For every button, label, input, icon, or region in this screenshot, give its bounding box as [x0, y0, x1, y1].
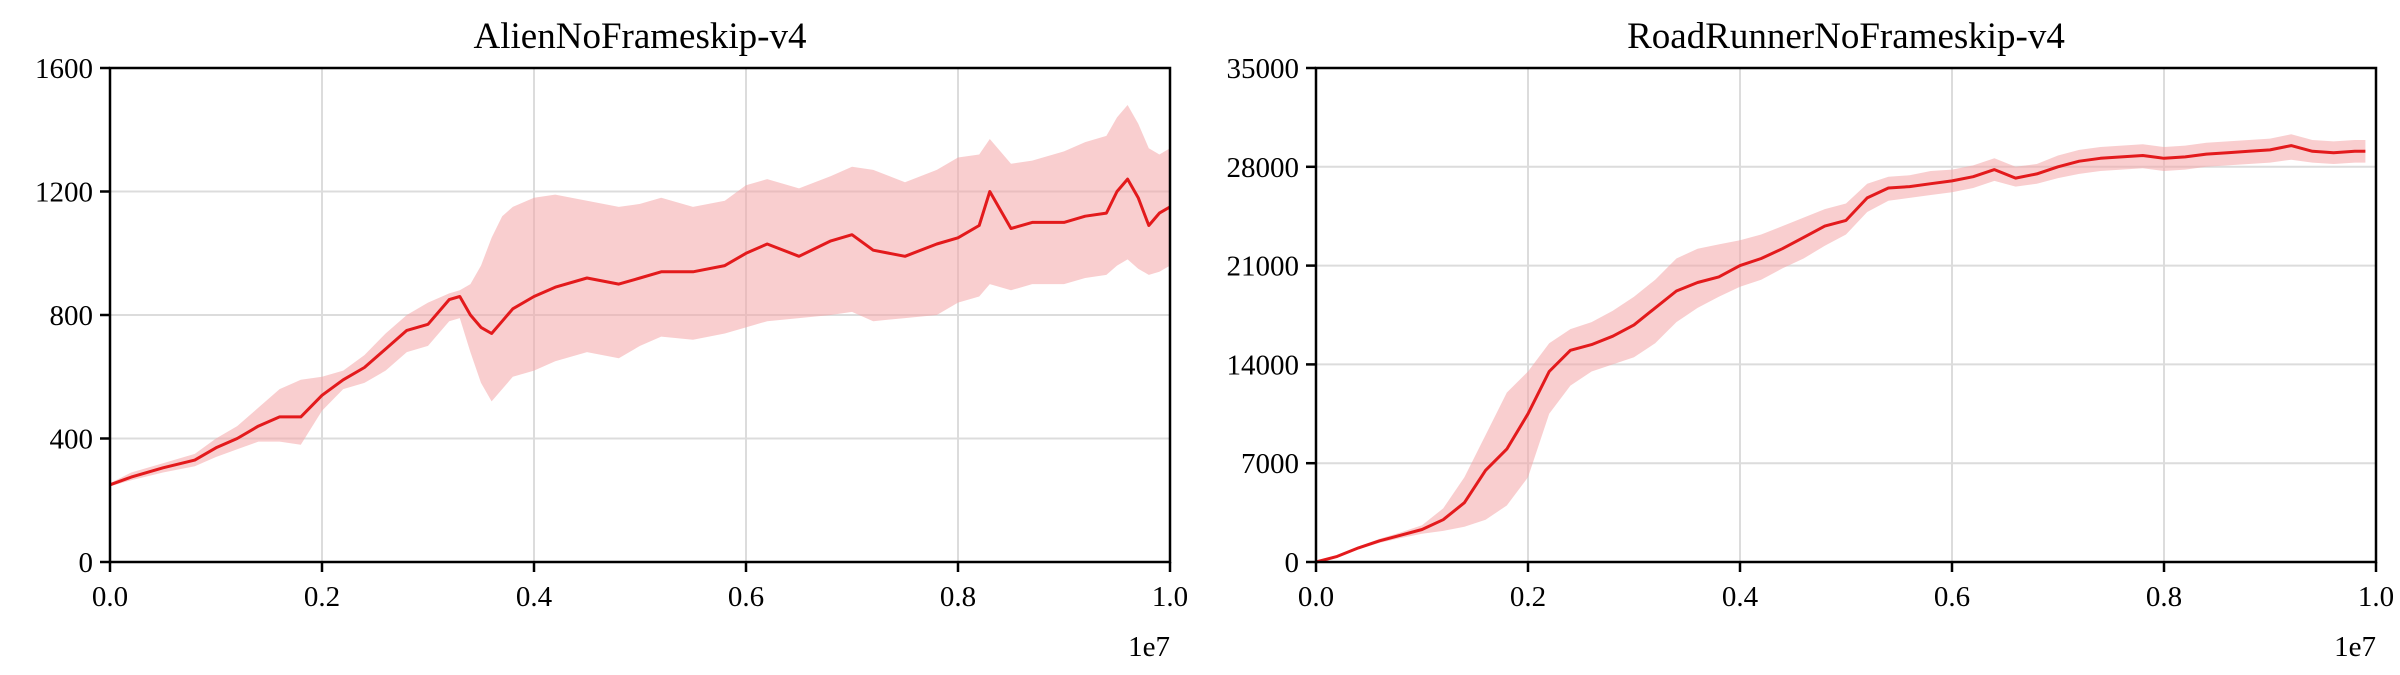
y-tick-label: 0	[79, 547, 94, 579]
x-tick-label: 0.0	[92, 581, 128, 613]
chart-title: AlienNoFrameskip-v4	[474, 16, 807, 57]
x-tick-label: 0.8	[2146, 581, 2182, 613]
y-tick-label: 800	[50, 300, 94, 332]
y-tick-label: 21000	[1227, 251, 1300, 283]
chart-alien: 0.0 0.2 0.4 0.6 0.8 1.0 0 400 800 1200 1600 1e7 Alie…	[35, 16, 1188, 663]
plot-frame	[1314, 66, 2378, 564]
y-tick-label: 14000	[1227, 349, 1300, 381]
mean-line	[109, 177, 1171, 487]
y-tick-label: 1600	[35, 53, 93, 85]
x-tick-label: 0.2	[1510, 581, 1546, 613]
chart-title: RoadRunnerNoFrameskip-v4	[1627, 16, 2065, 57]
x-multiplier-label: 1e7	[2334, 631, 2376, 663]
x-tick-label: 0.8	[940, 581, 976, 613]
x-multiplier-label: 1e7	[1128, 631, 1170, 663]
mean-line	[1315, 144, 2366, 564]
y-tick-label: 28000	[1227, 152, 1300, 184]
x-tick-label: 0.6	[728, 581, 764, 613]
chart-roadrunner: 0.0 0.2 0.4 0.6 0.8 1.0 0 7000 14000 21000 28000 35…	[1227, 16, 2395, 663]
confidence-band	[110, 105, 1170, 487]
x-tick-label: 0.4	[516, 581, 553, 613]
x-tick-label: 0.4	[1722, 581, 1759, 613]
x-tick-label: 0.0	[1298, 581, 1334, 613]
y-tick-label: 1200	[35, 177, 93, 209]
y-tick-label: 400	[50, 424, 94, 456]
y-tick-label: 35000	[1227, 53, 1300, 85]
confidence-band	[1316, 134, 2366, 563]
y-tick-label: 0	[1285, 547, 1300, 579]
x-tick-label: 0.6	[1934, 581, 1970, 613]
x-tick-label: 0.2	[304, 581, 340, 613]
y-tick-label: 7000	[1241, 448, 1299, 480]
x-tick-label: 1.0	[1152, 581, 1188, 613]
x-tick-label: 1.0	[2358, 581, 2394, 613]
